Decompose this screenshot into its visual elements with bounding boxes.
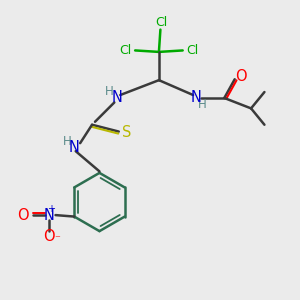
Text: Cl: Cl (155, 16, 167, 29)
Text: O: O (17, 208, 28, 223)
Text: O: O (236, 69, 247, 84)
Text: ⁻: ⁻ (54, 235, 60, 244)
Text: O: O (43, 229, 55, 244)
Text: N: N (44, 208, 54, 223)
Text: S: S (122, 125, 131, 140)
Text: +: + (47, 204, 55, 214)
Text: H: H (198, 98, 206, 111)
Text: N: N (69, 140, 80, 155)
Text: H: H (63, 135, 72, 148)
Text: N: N (112, 91, 123, 106)
Text: Cl: Cl (119, 44, 132, 57)
Text: Cl: Cl (186, 44, 198, 57)
Text: H: H (105, 85, 114, 98)
Text: N: N (190, 91, 202, 106)
